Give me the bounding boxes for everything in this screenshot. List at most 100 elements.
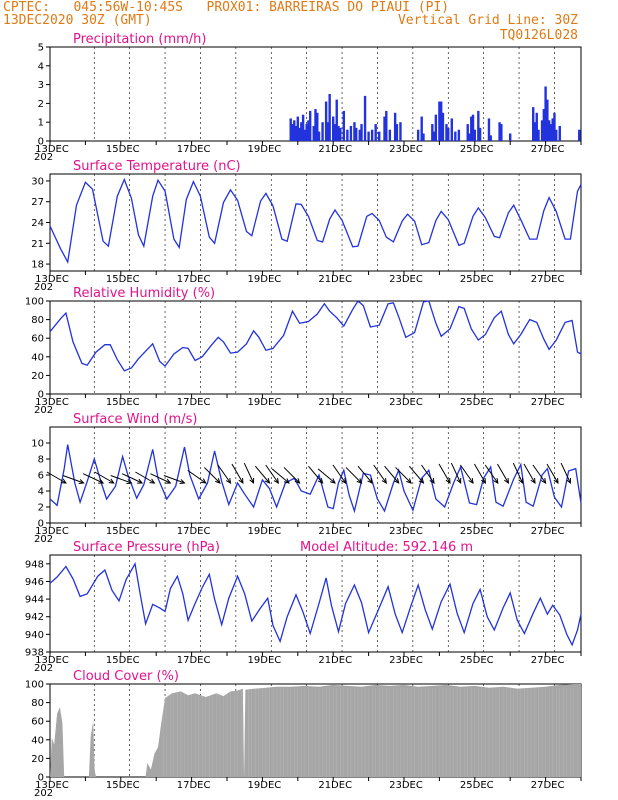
wind-vector-head bbox=[149, 478, 156, 484]
y-tick-label: 948 bbox=[25, 559, 44, 570]
precip-bar bbox=[326, 122, 330, 141]
wind-vector-head bbox=[553, 477, 559, 484]
x-tick-label: 19DEC bbox=[248, 780, 282, 791]
x-tick-label: 25DEC bbox=[460, 526, 494, 537]
wind-vector-head bbox=[481, 477, 486, 484]
precip-bar bbox=[314, 109, 317, 141]
y-tick-label: 40 bbox=[31, 352, 44, 363]
y-tick-label: 4 bbox=[38, 61, 44, 72]
precip-bar bbox=[441, 112, 445, 141]
precip-bar bbox=[360, 124, 363, 141]
x-tick-label: 19DEC bbox=[248, 274, 282, 285]
wind-vector-head bbox=[108, 478, 115, 484]
wind-vector bbox=[110, 475, 132, 484]
precip-bar bbox=[546, 99, 549, 141]
x-tick-label: 21DEC bbox=[318, 780, 352, 791]
wind-vector bbox=[546, 463, 559, 484]
precip-bar bbox=[468, 133, 471, 141]
precip-bar bbox=[434, 114, 438, 141]
x-tick-label: 21DEC bbox=[318, 144, 352, 155]
x-tick-label: 17DEC bbox=[177, 397, 211, 408]
precip-bar bbox=[466, 124, 469, 141]
wind-vector bbox=[532, 464, 547, 484]
y-tick-label: 60 bbox=[31, 717, 44, 728]
precip-bar bbox=[337, 125, 340, 141]
wind-vector bbox=[46, 471, 67, 484]
x-tick-label: 23DEC bbox=[389, 526, 423, 537]
x-tick-label: 17DEC bbox=[177, 274, 211, 285]
x-tick-label: 25DEC bbox=[460, 780, 494, 791]
y-tick-label: 4 bbox=[38, 487, 44, 498]
panel-title: Surface Wind (m/s) bbox=[73, 412, 197, 427]
y-tick-label: 80 bbox=[31, 698, 44, 709]
series-line bbox=[49, 300, 582, 372]
x-tick-label: 25DEC bbox=[460, 144, 494, 155]
x-tick-label: 19DEC bbox=[248, 144, 282, 155]
x-tick-label: 23DEC bbox=[389, 144, 423, 155]
wind-vector bbox=[254, 465, 270, 484]
x-tick-label: 17DEC bbox=[177, 655, 211, 666]
precip-bar bbox=[293, 120, 296, 141]
header-date: 13DEC2020 30Z (GMT) bbox=[3, 13, 152, 28]
y-tick-label: 100 bbox=[25, 297, 44, 308]
y-tick-label: 5 bbox=[38, 43, 44, 54]
x-tick-label: 15DEC bbox=[106, 655, 140, 666]
precip-bar bbox=[358, 129, 361, 141]
y-tick-label: 21 bbox=[31, 239, 44, 250]
wind-vector bbox=[283, 467, 300, 484]
wind-vector bbox=[317, 468, 336, 484]
wind-vector bbox=[523, 463, 536, 484]
precip-bar bbox=[547, 120, 551, 141]
precip-bar bbox=[438, 101, 441, 141]
precip-bar bbox=[487, 118, 491, 141]
x-tick-label: 27DEC bbox=[531, 274, 565, 285]
wind-vector-head bbox=[165, 478, 172, 484]
precip-bar bbox=[355, 127, 358, 141]
precip-bar bbox=[532, 107, 535, 141]
y-tick-label: 944 bbox=[25, 595, 44, 606]
y-tick-label: 942 bbox=[25, 612, 44, 623]
wind-vector bbox=[62, 475, 84, 484]
precip-bar bbox=[289, 118, 292, 141]
precip-bar bbox=[363, 95, 367, 141]
x-tick-label: 13DEC bbox=[35, 526, 69, 537]
precip-bar bbox=[321, 122, 324, 141]
wind-vector bbox=[484, 464, 499, 484]
y-tick-label: 80 bbox=[31, 315, 44, 326]
precip-bar bbox=[447, 127, 450, 141]
wind-vector-head bbox=[456, 477, 462, 485]
wind-vector bbox=[231, 463, 244, 484]
y-tick-label: 20 bbox=[31, 754, 44, 765]
x-tick-label: 17DEC bbox=[177, 144, 211, 155]
wind-vector bbox=[217, 464, 231, 484]
x-tick-label: 15DEC bbox=[106, 397, 140, 408]
header-grid-line: Vertical Grid Line: 30Z bbox=[397, 13, 578, 28]
wind-vector bbox=[135, 471, 155, 484]
precip-bar bbox=[300, 122, 303, 141]
precip-bar bbox=[294, 125, 298, 141]
panel-cloud: 0 20 40 60 80 100 13DEC 15DEC 17DEC 19DEC 21DEC 23D… bbox=[25, 669, 582, 799]
precip-bar bbox=[542, 109, 546, 141]
wind-vector-head bbox=[393, 478, 400, 484]
wind-vector-head bbox=[429, 477, 435, 484]
x-tick-label: 13DEC bbox=[35, 274, 69, 285]
x-tick-label: 23DEC bbox=[389, 780, 423, 791]
y-tick-label: 8 bbox=[38, 455, 44, 466]
precip-bar bbox=[533, 122, 537, 141]
precip-bar bbox=[544, 86, 547, 141]
x-tick-label: 15DEC bbox=[106, 780, 140, 791]
wind-vector bbox=[332, 464, 346, 484]
wind-vector bbox=[94, 471, 114, 484]
wind-vector-head bbox=[215, 478, 221, 484]
precip-bar bbox=[558, 125, 561, 141]
precip-bar bbox=[555, 129, 558, 141]
wind-vector-head bbox=[249, 477, 255, 485]
y-tick-label: 30 bbox=[31, 176, 44, 187]
x-tick-label: 25DEC bbox=[460, 397, 494, 408]
panel-temp: 18 21 24 27 30 13DEC 15DEC 17DEC 19DEC 21DEC 23DEC… bbox=[31, 159, 582, 293]
panel-title: Surface Temperature (nC) bbox=[73, 159, 241, 174]
y-tick-label: 0 bbox=[38, 137, 44, 148]
precip-bar bbox=[509, 133, 512, 141]
wind-vector bbox=[204, 467, 221, 484]
panel-rh: 0 20 40 60 80 100 13DEC 15DEC 17DEC 19DEC 21DEC 23D… bbox=[25, 286, 582, 416]
